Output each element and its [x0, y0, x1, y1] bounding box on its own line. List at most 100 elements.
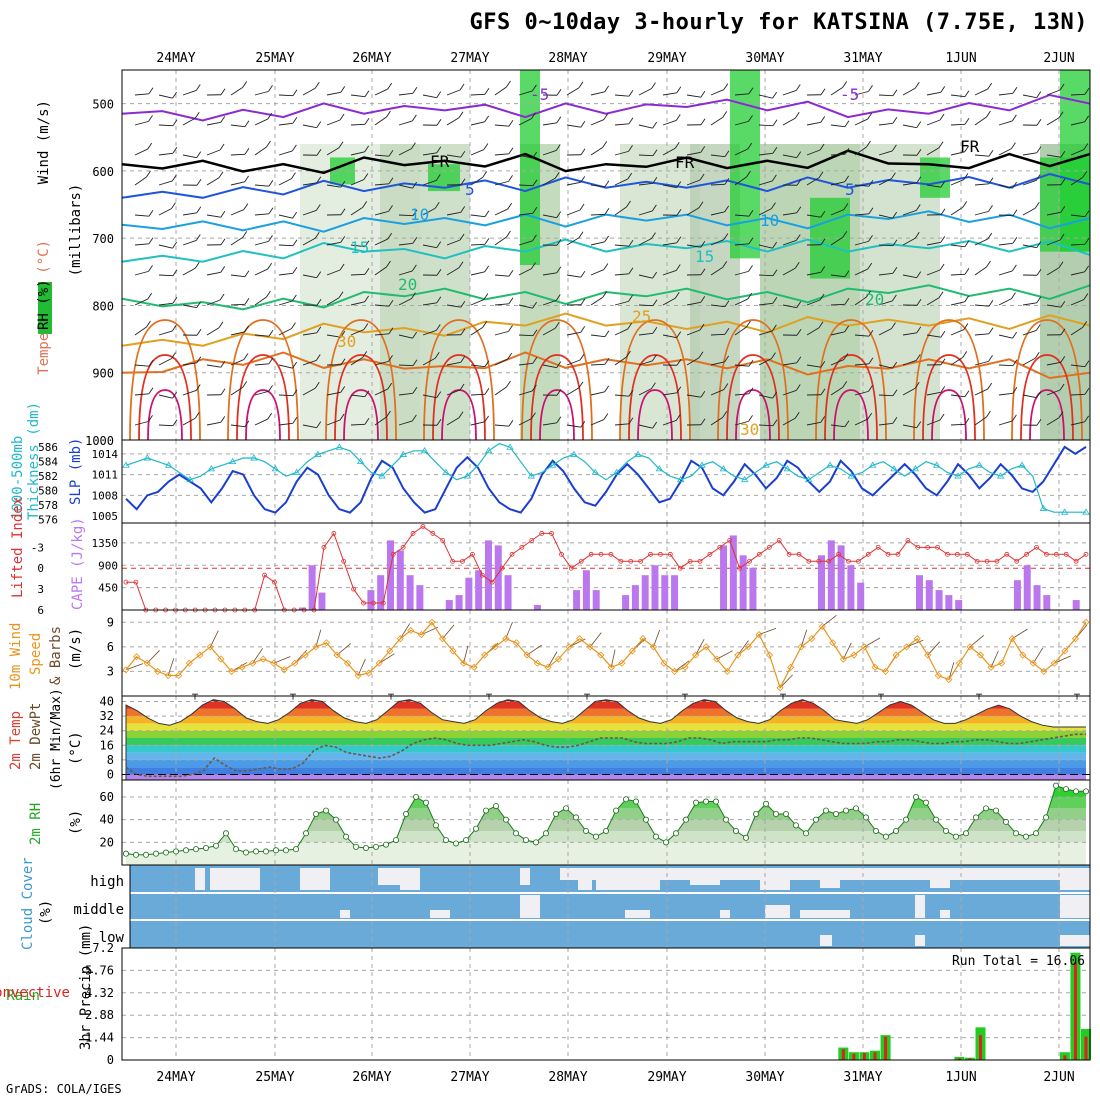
wind-barb: [470, 121, 485, 126]
wind-barb: [964, 90, 970, 97]
wind-barb: [254, 296, 267, 306]
lifted-marker: [1044, 551, 1049, 557]
cloud-gap: [625, 910, 650, 918]
wind-barb: [748, 115, 753, 122]
wind-barb: [820, 266, 826, 273]
lifted-marker: [618, 558, 624, 564]
thickness-marker: [698, 461, 706, 468]
wind-barb: [902, 124, 917, 129]
wind-barb: [590, 184, 605, 188]
rh-marker: [402, 811, 409, 818]
wind-barb: [388, 205, 393, 212]
cape-bar: [455, 595, 463, 610]
contour-label: FR: [675, 153, 695, 172]
wind-barb: [1082, 171, 1088, 178]
wind-barb: [292, 144, 297, 152]
rh-marker: [643, 816, 650, 823]
wind-barb: [819, 143, 825, 151]
wind-barb: [651, 382, 656, 389]
temp-ytick: 0: [107, 768, 114, 782]
x-top-label: 24MAY: [156, 51, 195, 66]
wind-barb: [926, 419, 941, 426]
contour-label: 10: [410, 205, 429, 224]
wind-barb: [316, 148, 322, 156]
wind-barb: [758, 330, 773, 336]
warm-contour: [833, 389, 869, 441]
wind10-marker: [987, 663, 995, 671]
wind10-marker: [438, 635, 447, 643]
wind-barb: [242, 381, 248, 388]
cloud-gap: [930, 868, 950, 888]
temp-band: [126, 774, 1086, 780]
wind-barb: [926, 91, 941, 96]
wind-barb: [268, 207, 274, 215]
wind-barb: [950, 206, 963, 216]
lifted-marker: [608, 551, 614, 557]
precip-frame: [121, 947, 1091, 1061]
wind-barb: [638, 424, 653, 429]
ylabel-total-rain: Total / Rain: [0, 988, 40, 1004]
wind-barb: [1022, 394, 1037, 399]
rh-marker: [1083, 788, 1090, 795]
wind-barb: [484, 388, 490, 395]
wind-barb: [386, 260, 391, 268]
lifted-marker: [410, 531, 416, 536]
rh-marker: [533, 839, 540, 846]
wind-barb: [278, 214, 293, 219]
wind10-marker: [164, 671, 172, 680]
wind10-marker: [829, 639, 837, 647]
wind-barb: [782, 240, 797, 246]
wind-barb: [206, 271, 221, 276]
wind-barb: [662, 297, 676, 306]
rh-marker: [192, 846, 199, 853]
ylabel-rh: RH (%): [36, 279, 52, 330]
wind-barb: [940, 236, 946, 243]
wind-barb: [470, 93, 486, 96]
wind-barb: [638, 154, 654, 157]
wind-barb: [723, 233, 729, 240]
lifted-marker: [509, 551, 515, 557]
wind10-marker: [744, 643, 752, 651]
wind-barb: [542, 122, 557, 126]
wind10-marker: [301, 651, 309, 659]
wind-barb: [374, 183, 389, 186]
temp-band: [126, 759, 1086, 768]
wind-barb: [422, 180, 437, 186]
wind-barb: [1012, 114, 1017, 122]
x-bottom-label: 26MAY: [352, 1070, 391, 1085]
wind-barb: [1036, 391, 1042, 398]
wind-barb: [230, 424, 245, 428]
wind-barb: [1070, 271, 1085, 276]
thickness-marker: [122, 461, 130, 468]
wind-barb: [158, 424, 174, 427]
wind-barb: [1022, 244, 1037, 249]
wind-barb: [580, 420, 586, 428]
thickness-marker: [484, 447, 493, 454]
wind-barb: [267, 262, 273, 270]
wind-barb: [794, 261, 800, 269]
wind-barb: [698, 351, 704, 359]
wind-barb: [1070, 299, 1085, 306]
wind-barb: [566, 331, 581, 336]
wind-barb: [1036, 118, 1042, 126]
rh-marker: [543, 830, 550, 837]
rh-marker: [813, 816, 820, 823]
wind-barb: [508, 119, 514, 127]
wind-barb: [278, 364, 293, 369]
wind-barb: [302, 274, 317, 279]
wind-barb: [484, 265, 490, 273]
rh-ytick: 40: [100, 813, 114, 827]
wind-barb: [374, 238, 388, 246]
wind-barb: [782, 390, 797, 396]
wind-barb: [830, 386, 843, 396]
upper-ytick: 700: [92, 232, 114, 246]
wind-barb: [950, 244, 965, 248]
warm-contour: [619, 319, 691, 441]
wind-barb: [628, 295, 633, 302]
wind-barb: [614, 394, 629, 397]
wind-barb: [446, 361, 461, 366]
wind-barb: [964, 118, 970, 125]
wind-barb: [986, 110, 991, 118]
wind-barb: [950, 301, 965, 306]
wind-barb: [772, 147, 778, 154]
